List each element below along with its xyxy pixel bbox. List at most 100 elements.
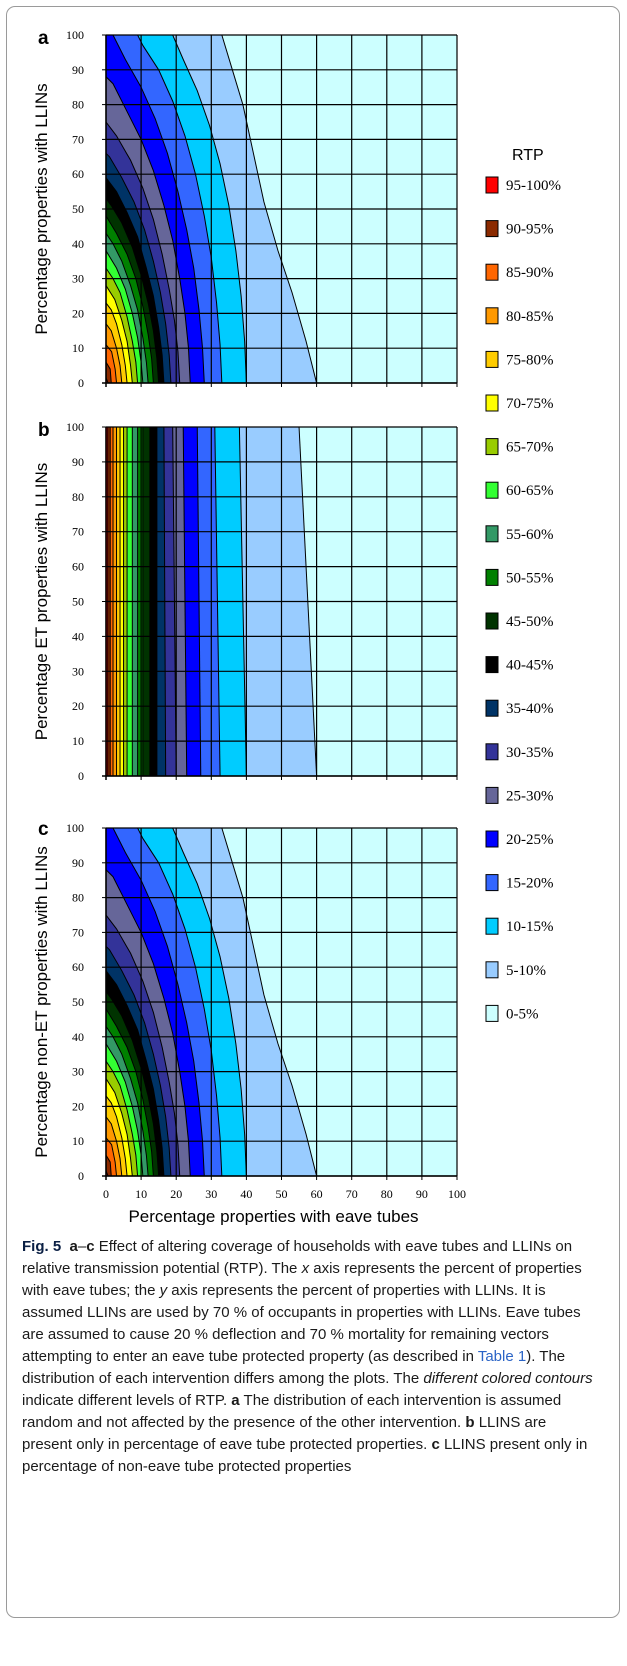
y-tick-label: 40 [72, 237, 84, 251]
caption-text: axis represents the percent of propertie… [22, 1282, 581, 1365]
contour-line-65-70% [106, 1060, 139, 1176]
legend-label: 60-65% [506, 483, 554, 499]
contour-line-25-30% [106, 869, 191, 1176]
legend-swatch [485, 525, 499, 543]
caption-text: The distribution of each intervention is… [22, 1392, 562, 1431]
legend-label: 0-5% [506, 1006, 539, 1022]
legend-swatch [485, 176, 499, 194]
caption-emphasis: different colored contours [423, 1370, 593, 1387]
contour-panel-b: 0 10 20 30 40 50 60 70 80 90 100 Percentage ET prop… [32, 420, 458, 783]
x-tick-label: 90 [416, 1187, 428, 1201]
caption-text: indicate different levels of RTP. [22, 1392, 232, 1409]
caption-text: – [77, 1238, 87, 1255]
contour-line-20-25% [112, 828, 205, 1176]
legend-swatch [485, 612, 499, 630]
caption-text: axis represents the percent of propertie… [22, 1260, 582, 1299]
y-tick-label: 100 [66, 28, 84, 42]
legend-label: 10-15% [506, 919, 554, 935]
x-tick-label: 50 [276, 1187, 288, 1201]
y-tick-label: 90 [72, 63, 84, 77]
legend-swatch [485, 874, 499, 892]
legend-swatch [485, 220, 499, 238]
contour-line-5-10% [298, 427, 318, 776]
table-link[interactable]: Table 1 [477, 1348, 527, 1365]
figure-caption: Fig. 5 a–c Effect of altering coverage o… [22, 1236, 600, 1478]
legend-label: 20-25% [506, 832, 554, 848]
contour-line-30-35% [106, 121, 181, 383]
contour-line-55-60% [106, 1026, 149, 1176]
band-fill-90-95% [106, 1155, 112, 1176]
y-tick-label: 40 [72, 629, 84, 643]
contour-line-60-65% [106, 1043, 144, 1176]
contour-line-5-10% [221, 828, 318, 1176]
contour-line-30-35% [106, 914, 181, 1176]
x-tick-label: 40 [240, 1187, 252, 1201]
contour-line-70-75% [106, 285, 133, 383]
legend-swatch [485, 830, 499, 848]
caption-panel-ref: a [69, 1238, 78, 1255]
x-tick-label: 100 [448, 1187, 466, 1201]
y-tick-label: 0 [78, 376, 84, 390]
y-tick-label: 90 [72, 455, 84, 469]
y-tick-label: 10 [72, 734, 84, 748]
legend-label: 75-80% [506, 352, 554, 368]
contour-line-40-45% [106, 970, 165, 1176]
legend-swatch [485, 350, 499, 368]
legend-label: 50-55% [506, 570, 554, 586]
y-tick-label: 80 [72, 98, 84, 112]
caption-panel-ref: c [86, 1238, 95, 1255]
legend-swatch [485, 917, 499, 935]
y-tick-label: 100 [66, 420, 84, 434]
contour-line-85-90% [106, 1137, 118, 1176]
contour-line-55-60% [106, 233, 149, 383]
y-tick-label: 10 [72, 1134, 84, 1148]
caption-panel-ref: c [431, 1436, 440, 1453]
contour-line-25-30% [182, 427, 188, 776]
legend-swatch [485, 786, 499, 804]
caption-panel-ref: a [231, 1392, 240, 1409]
y-tick-label: 60 [72, 960, 84, 974]
legend-label: 35-40% [506, 701, 554, 717]
y-tick-label: 50 [72, 595, 84, 609]
legend-swatch [485, 743, 499, 761]
y-tick-label: 0 [78, 1169, 84, 1183]
contour-line-30-35% [172, 427, 177, 776]
y-tick-label: 50 [72, 995, 84, 1009]
legend-swatch [485, 699, 499, 717]
contour-line-85-90% [106, 344, 118, 383]
caption-text: ). The distribution of each intervention… [22, 1348, 566, 1387]
contour-line-50-55% [106, 1008, 154, 1176]
legend-swatch [485, 307, 499, 325]
legend-label: 30-35% [506, 745, 554, 761]
contour-line-10-15% [172, 828, 247, 1176]
y-tick-label: 70 [72, 132, 84, 146]
legend-label: 80-85% [506, 309, 554, 325]
x-tick-label: 30 [205, 1187, 217, 1201]
y-tick-label: 90 [72, 856, 84, 870]
caption-text: Effect of altering coverage of household… [22, 1238, 573, 1277]
y-axis-title: Percentage ET properties with LLINs [32, 463, 51, 741]
legend-swatch [485, 263, 499, 281]
y-tick-label: 70 [72, 925, 84, 939]
contour-line-70-75% [106, 1078, 133, 1176]
x-tick-label: 20 [170, 1187, 182, 1201]
y-tick-label: 60 [72, 560, 84, 574]
legend: RTP 95-100% 90-95% 85-90% 80-85% 75-80% 70-75%… [485, 147, 561, 1022]
contour-line-10-15% [172, 35, 247, 383]
contour-line-75-80% [106, 1095, 128, 1176]
y-tick-label: 30 [72, 664, 84, 678]
contour-line-90-95% [106, 1154, 112, 1176]
legend-label: 95-100% [506, 178, 561, 194]
contour-line-90-95% [106, 361, 112, 383]
legend-label: 90-95% [506, 222, 554, 238]
y-tick-label: 20 [72, 699, 84, 713]
y-tick-label: 30 [72, 1065, 84, 1079]
legend-label: 15-20% [506, 876, 554, 892]
contour-line-35-40% [106, 152, 172, 383]
contour-line-80-85% [106, 1116, 123, 1176]
y-tick-label: 70 [72, 525, 84, 539]
legend-swatch [485, 656, 499, 674]
legend-label: 25-30% [506, 788, 554, 804]
